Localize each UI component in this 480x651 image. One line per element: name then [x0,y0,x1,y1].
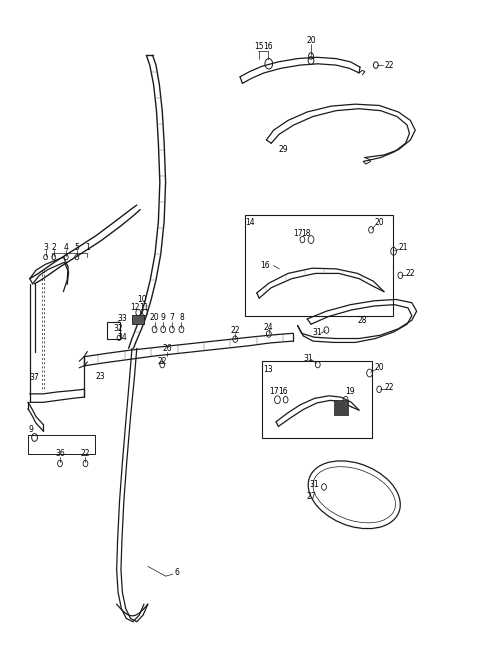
Text: 3: 3 [43,243,48,252]
Text: 22: 22 [81,449,90,458]
Text: 11: 11 [139,303,149,312]
Text: 18: 18 [301,229,311,238]
Text: 9: 9 [29,425,34,434]
Bar [28,435,95,454]
Bar [132,315,144,324]
Text: 27: 27 [306,492,316,501]
Text: 28: 28 [358,316,367,325]
Text: 9: 9 [161,313,166,322]
Text: 22: 22 [157,357,167,366]
Text: 36: 36 [55,449,65,458]
Text: 20: 20 [374,363,384,372]
Text: 19: 19 [346,387,355,396]
Text: 37: 37 [30,373,39,382]
Text: 20: 20 [374,218,384,227]
Text: 22: 22 [230,326,240,335]
Text: 32: 32 [113,324,123,333]
Text: 14: 14 [245,218,254,227]
Text: 15: 15 [254,42,264,51]
Text: 20: 20 [306,36,316,45]
Text: 21: 21 [398,243,408,252]
Bar [334,400,348,415]
Text: 16: 16 [278,387,288,396]
Bar [107,322,120,339]
Text: 31: 31 [312,327,322,337]
Text: 2: 2 [51,243,56,252]
Text: 8: 8 [179,313,184,322]
Text: 4: 4 [64,243,69,252]
Bar [262,361,372,438]
Text: 10: 10 [137,295,146,304]
Ellipse shape [313,467,396,523]
Text: 20: 20 [150,313,159,322]
Text: 31: 31 [303,353,313,363]
Text: 6: 6 [174,568,179,577]
Text: 33: 33 [118,314,127,324]
Text: 31: 31 [310,480,319,490]
Text: 17: 17 [269,387,278,396]
Text: 34: 34 [118,333,127,342]
Text: 26: 26 [162,344,172,353]
Text: 13: 13 [263,365,273,374]
Ellipse shape [308,461,400,529]
Text: 29: 29 [278,145,288,154]
Text: 12: 12 [131,303,140,312]
Text: 7: 7 [169,313,174,322]
Bar [245,215,393,316]
Text: 22: 22 [406,269,415,278]
Text: 22: 22 [384,61,394,70]
Text: 16: 16 [260,261,270,270]
Text: 5: 5 [74,243,79,252]
Text: 16: 16 [263,42,273,51]
Text: 23: 23 [96,372,106,381]
Text: 22: 22 [384,383,394,392]
Text: 24: 24 [264,323,274,332]
Text: 1: 1 [85,243,90,252]
Text: 17: 17 [293,229,302,238]
